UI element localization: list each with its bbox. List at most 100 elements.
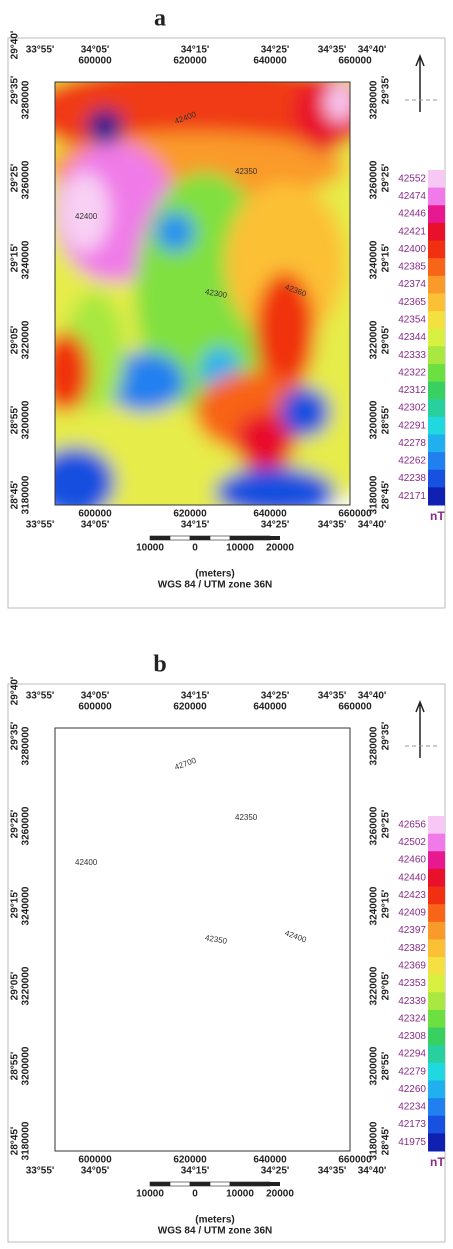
top-longitude: 34°05' <box>81 45 110 56</box>
scale-unit: (meters) <box>195 569 234 580</box>
left-latitude: 28°45' <box>10 481 21 510</box>
legend-label: 42260 <box>398 1084 426 1095</box>
bottom-longitude: 34°15' <box>181 1166 210 1177</box>
top-longitude: 34°35' <box>318 45 347 56</box>
left-latitude: 29°40' <box>10 31 21 60</box>
top-longitude: 34°25' <box>261 691 290 702</box>
legend-swatch <box>428 992 445 1011</box>
left-northing: 3200000 <box>21 400 32 439</box>
scale-label: 0 <box>192 543 198 554</box>
anomaly <box>35 738 135 858</box>
scale-label: 10000 <box>136 543 164 554</box>
legend-swatch <box>428 816 445 835</box>
legend-label: 42308 <box>398 1031 426 1042</box>
map-panel: b 42700 42350 42400 42350 42400 33°55' 34°05' 34… <box>0 578 453 1243</box>
bottom-longitude: 34°25' <box>261 520 290 531</box>
legend-swatch <box>428 974 445 993</box>
left-northing: 3200000 <box>21 1046 32 1085</box>
legend-label: 42421 <box>398 226 426 237</box>
legend-label: 42409 <box>398 908 426 919</box>
top-easting: 620000 <box>173 702 207 713</box>
left-northing: 3180000 <box>21 475 32 514</box>
legend-unit: nT <box>430 1155 445 1169</box>
bottom-longitude: 34°15' <box>181 520 210 531</box>
right-latitude: 29°35' <box>381 76 392 105</box>
legend-swatch <box>428 833 445 852</box>
anomaly <box>225 182 345 342</box>
bottom-longitude: 33°55' <box>26 1166 55 1177</box>
contour-label: 42400 <box>75 212 98 221</box>
legend-swatch <box>428 957 445 976</box>
right-northing: 3260000 <box>369 160 380 199</box>
legend-label: 42656 <box>398 819 426 830</box>
scale-label: 10000 <box>136 1189 164 1200</box>
legend-label: 42344 <box>398 332 426 343</box>
legend-swatch <box>428 904 445 923</box>
anomaly <box>55 723 355 773</box>
legend-swatch <box>428 258 445 277</box>
legend-label: 42171 <box>398 491 426 502</box>
left-latitude: 28°55' <box>10 1052 21 1081</box>
legend-label: 41975 <box>398 1137 426 1148</box>
legend-swatch <box>428 328 445 347</box>
scale-label: 20000 <box>266 1189 294 1200</box>
scale-label: 20000 <box>266 543 294 554</box>
anomaly <box>235 412 295 472</box>
left-northing: 3220000 <box>21 320 32 359</box>
legend-swatch <box>428 921 445 940</box>
map-border <box>54 727 351 1152</box>
scale-segment <box>189 535 211 541</box>
left-latitude: 29°40' <box>10 677 21 706</box>
left-latitude: 29°35' <box>10 722 21 751</box>
anomaly <box>325 82 350 122</box>
right-northing: 3220000 <box>369 320 380 359</box>
legend-label: 42279 <box>398 1066 426 1077</box>
legend-label: 42278 <box>398 438 426 449</box>
legend-swatch <box>428 346 445 365</box>
contour-label: 42350 <box>235 167 258 176</box>
legend-label: 42423 <box>398 890 426 901</box>
top-longitude: 34°40' <box>358 45 387 56</box>
anomaly <box>87 109 123 145</box>
bottom-easting: 640000 <box>253 509 287 520</box>
legend-label: 42173 <box>398 1119 426 1130</box>
top-easting: 600000 <box>78 56 112 67</box>
left-latitude: 29°15' <box>10 244 21 273</box>
right-latitude: 28°55' <box>381 406 392 435</box>
left-latitude: 28°45' <box>10 1127 21 1156</box>
legend-label: 42354 <box>398 315 426 326</box>
legend-label: 42365 <box>398 297 426 308</box>
legend-label: 42502 <box>398 837 426 848</box>
legend-label: 42400 <box>398 244 426 255</box>
legend-swatch <box>428 311 445 330</box>
anomaly <box>253 968 277 1008</box>
anomaly <box>245 738 365 918</box>
legend-label: 42339 <box>398 996 426 1007</box>
scale-segment <box>169 1181 191 1187</box>
legend-label: 42552 <box>398 173 426 184</box>
legend-label: 42374 <box>398 279 426 290</box>
legend-swatch <box>428 469 445 488</box>
scale-segment <box>189 1181 211 1187</box>
legend-swatch <box>428 1045 445 1064</box>
bottom-longitude: 34°25' <box>261 1166 290 1177</box>
legend-swatch <box>428 399 445 418</box>
scale-label: 10000 <box>226 1189 254 1200</box>
anomaly <box>60 172 110 252</box>
legend-label: 42302 <box>398 403 426 414</box>
top-easting: 600000 <box>78 702 112 713</box>
legend-label: 42238 <box>398 473 426 484</box>
contour-label: 42350 <box>204 933 228 946</box>
right-northing: 3240000 <box>369 240 380 279</box>
legend-swatch <box>428 434 445 453</box>
legend-label: 42460 <box>398 855 426 866</box>
anomaly <box>255 272 315 392</box>
map-fill <box>0 578 453 1178</box>
top-easting: 620000 <box>173 56 207 67</box>
scale-label: 10000 <box>226 543 254 554</box>
anomaly <box>105 352 185 412</box>
bottom-longitude: 33°55' <box>26 520 55 531</box>
bottom-easting: 600000 <box>78 509 112 520</box>
right-latitude: 28°45' <box>381 481 392 510</box>
